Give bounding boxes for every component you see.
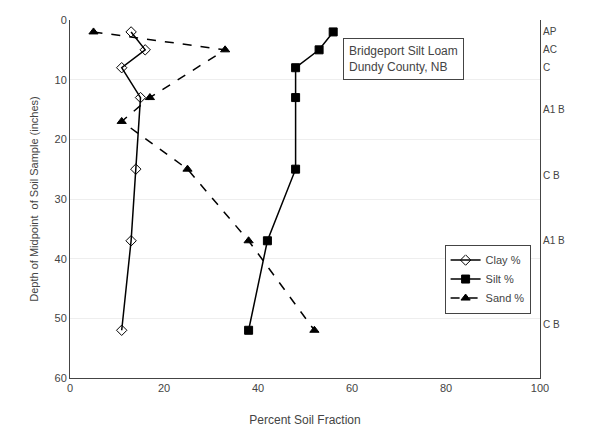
svg-text:60: 60 xyxy=(346,382,358,394)
svg-text:20: 20 xyxy=(158,382,170,394)
svg-text:AP: AP xyxy=(543,26,557,37)
svg-text:AC: AC xyxy=(543,44,557,55)
svg-text:A1 B: A1 B xyxy=(543,235,565,246)
svg-text:10: 10 xyxy=(55,74,67,86)
svg-text:Bridgeport Silt LoamDundy Coun: Bridgeport Silt LoamDundy County, NB xyxy=(349,44,458,74)
svg-text:80: 80 xyxy=(440,382,452,394)
svg-text:Sand %: Sand % xyxy=(486,292,525,304)
svg-text:50: 50 xyxy=(55,312,67,324)
svg-text:40: 40 xyxy=(252,382,264,394)
svg-text:C B: C B xyxy=(543,319,560,330)
svg-text:Silt %: Silt % xyxy=(486,273,514,285)
svg-text:C: C xyxy=(543,62,550,73)
svg-text:40: 40 xyxy=(55,253,67,265)
svg-text:Depth of Midpoint of Soil Sam: Depth of Midpoint of Soil Sample (inches… xyxy=(28,96,40,301)
svg-text:20: 20 xyxy=(55,133,67,145)
svg-text:0: 0 xyxy=(61,14,67,26)
svg-text:C B: C B xyxy=(543,170,560,181)
svg-text:A1 B: A1 B xyxy=(543,104,565,115)
svg-text:Clay %: Clay % xyxy=(486,254,521,266)
svg-text:Percent Soil Fraction: Percent Soil Fraction xyxy=(249,413,360,427)
svg-text:60: 60 xyxy=(55,372,67,384)
svg-text:30: 30 xyxy=(55,193,67,205)
svg-text:100: 100 xyxy=(531,382,549,394)
svg-text:0: 0 xyxy=(67,382,73,394)
